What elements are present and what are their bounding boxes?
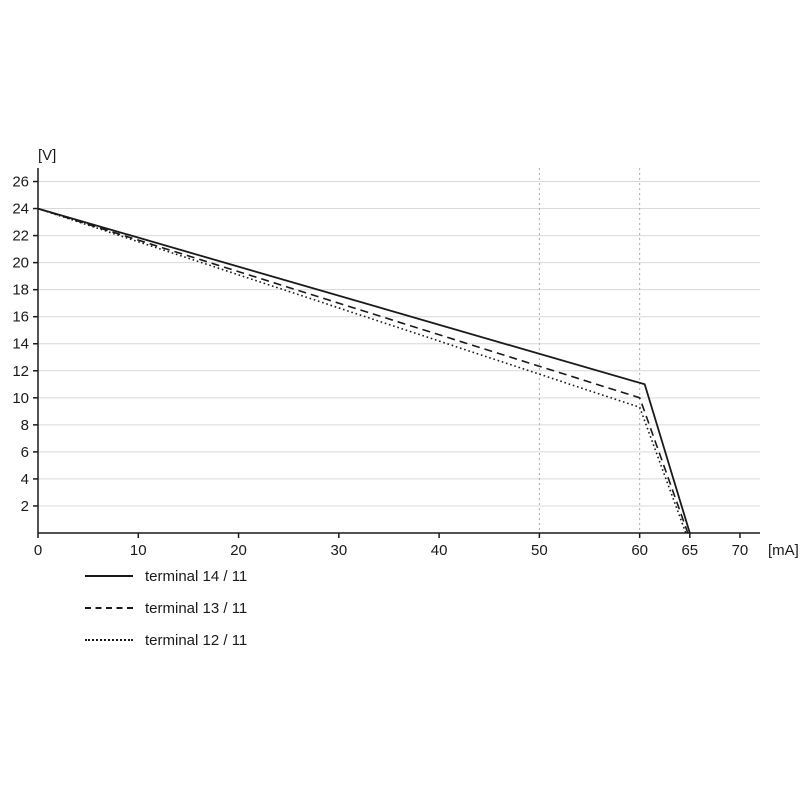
chart-legend: terminal 14 / 11 terminal 13 / 11 termin… <box>85 566 247 650</box>
legend-line-sample-solid-icon <box>85 575 133 577</box>
y-tick-label: 18 <box>12 282 29 299</box>
y-tick-label: 24 <box>12 201 29 218</box>
x-axis-unit-label: [mA] <box>768 542 799 559</box>
y-tick-label: 6 <box>21 444 29 461</box>
y-tick-label: 10 <box>12 390 29 407</box>
x-tick-label: 40 <box>431 542 448 559</box>
legend-line-sample-dotted-icon <box>85 639 133 641</box>
legend-line-sample-dashed-icon <box>85 607 133 609</box>
x-tick-label: 70 <box>732 542 749 559</box>
series-line-solid <box>37 207 691 534</box>
x-tick-label: 10 <box>130 542 147 559</box>
y-tick-label: 14 <box>12 336 29 353</box>
y-tick-label: 8 <box>21 417 29 434</box>
y-tick-label: 26 <box>12 174 29 191</box>
y-tick-label: 2 <box>21 498 29 515</box>
x-tick-label: 30 <box>330 542 347 559</box>
y-tick-label: 22 <box>12 228 29 245</box>
legend-label-terminal-14-11: terminal 14 / 11 <box>145 567 248 585</box>
y-tick-label: 16 <box>12 309 29 326</box>
x-tick-label: 65 <box>681 542 698 559</box>
y-tick-label: 12 <box>12 363 29 380</box>
legend-item: terminal 14 / 11 <box>85 566 247 586</box>
voltage-current-line-chart: 0 10 20 30 40 50 60 65 702468101214161820222426[… <box>12 147 799 559</box>
legend-label-terminal-12-11: terminal 12 / 11 <box>145 631 248 649</box>
legend-item: terminal 13 / 11 <box>85 598 247 618</box>
series-line-dotted <box>37 207 687 534</box>
x-tick-label: 20 <box>230 542 247 559</box>
x-tick-label: 0 <box>34 542 42 559</box>
x-tick-label: 60 <box>631 542 648 559</box>
y-tick-label: 4 <box>21 471 29 488</box>
legend-item: terminal 12 / 11 <box>85 630 247 650</box>
x-tick-label: 50 <box>531 542 548 559</box>
series-line-dashed <box>37 207 689 534</box>
legend-label-terminal-13-11: terminal 13 / 11 <box>145 599 248 617</box>
y-tick-label: 20 <box>12 255 29 272</box>
y-axis-unit-label: [V] <box>38 147 56 164</box>
